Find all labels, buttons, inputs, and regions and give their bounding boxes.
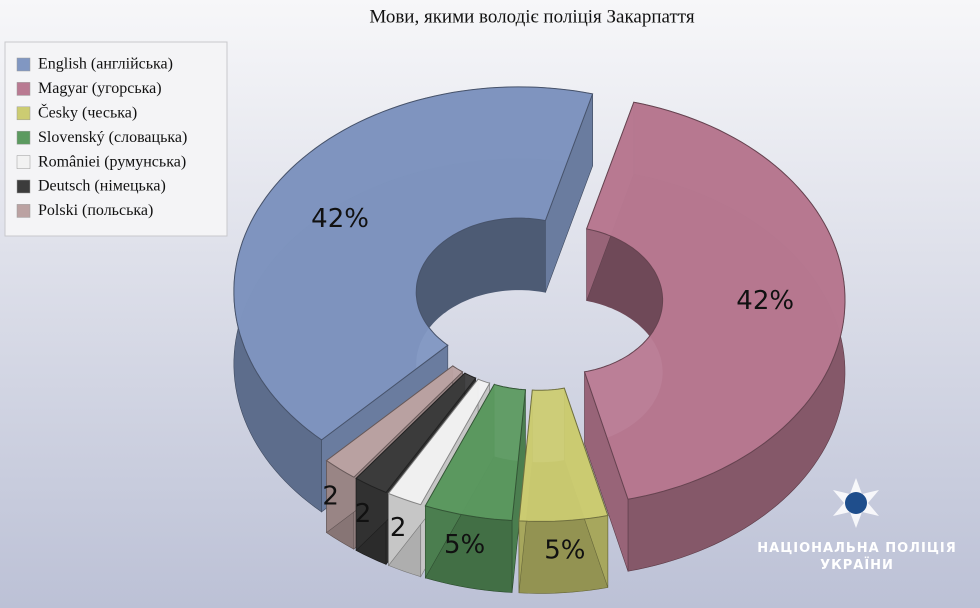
legend-label: English (англійська): [38, 56, 173, 73]
slice: [325, 365, 464, 478]
legend-swatch: [16, 57, 31, 72]
legend-label: Polski (польська): [38, 202, 153, 219]
data-label: 2: [390, 513, 407, 543]
chart-title: Мови, якими володіє поліція Закарпаття: [369, 6, 694, 27]
legend-label: Česky (чеська): [38, 102, 137, 121]
data-label: 2: [322, 482, 339, 512]
data-label: 42%: [736, 286, 794, 316]
legend-label: Slovenský (словацька): [38, 129, 187, 146]
slice: [518, 387, 609, 522]
legend-swatch: [16, 106, 31, 121]
legend-swatch: [16, 204, 31, 218]
legend-label: României (румунська): [38, 153, 186, 170]
slice: [233, 86, 594, 441]
data-label: 2: [355, 499, 372, 529]
data-label: 5%: [544, 535, 585, 565]
legend-swatch: [16, 82, 31, 96]
slice: [387, 378, 491, 506]
data-label: 5%: [444, 530, 485, 560]
legend-label: Magyar (угорська): [38, 80, 162, 97]
legend-swatch: [16, 155, 31, 169]
watermark-text: УКРАЇНИ: [820, 557, 894, 573]
watermark-text: НАЦІОНАЛЬНА ПОЛІЦІЯ: [757, 541, 956, 556]
legend-label: Deutsch (німецька): [38, 178, 166, 195]
legend-box: [4, 41, 228, 237]
data-label: 42%: [311, 204, 369, 234]
slice: [424, 383, 527, 522]
watermark: НАЦІОНАЛЬНА ПОЛІЦІЯ УКРАЇНИ: [757, 478, 956, 573]
slice: [355, 372, 477, 494]
legend-swatch: [16, 130, 31, 145]
slice: [583, 101, 846, 500]
legend: English (англійська) Magyar (угорська) Čes…: [16, 56, 187, 219]
logo-center: [845, 492, 867, 514]
legend-swatch: [16, 179, 31, 194]
